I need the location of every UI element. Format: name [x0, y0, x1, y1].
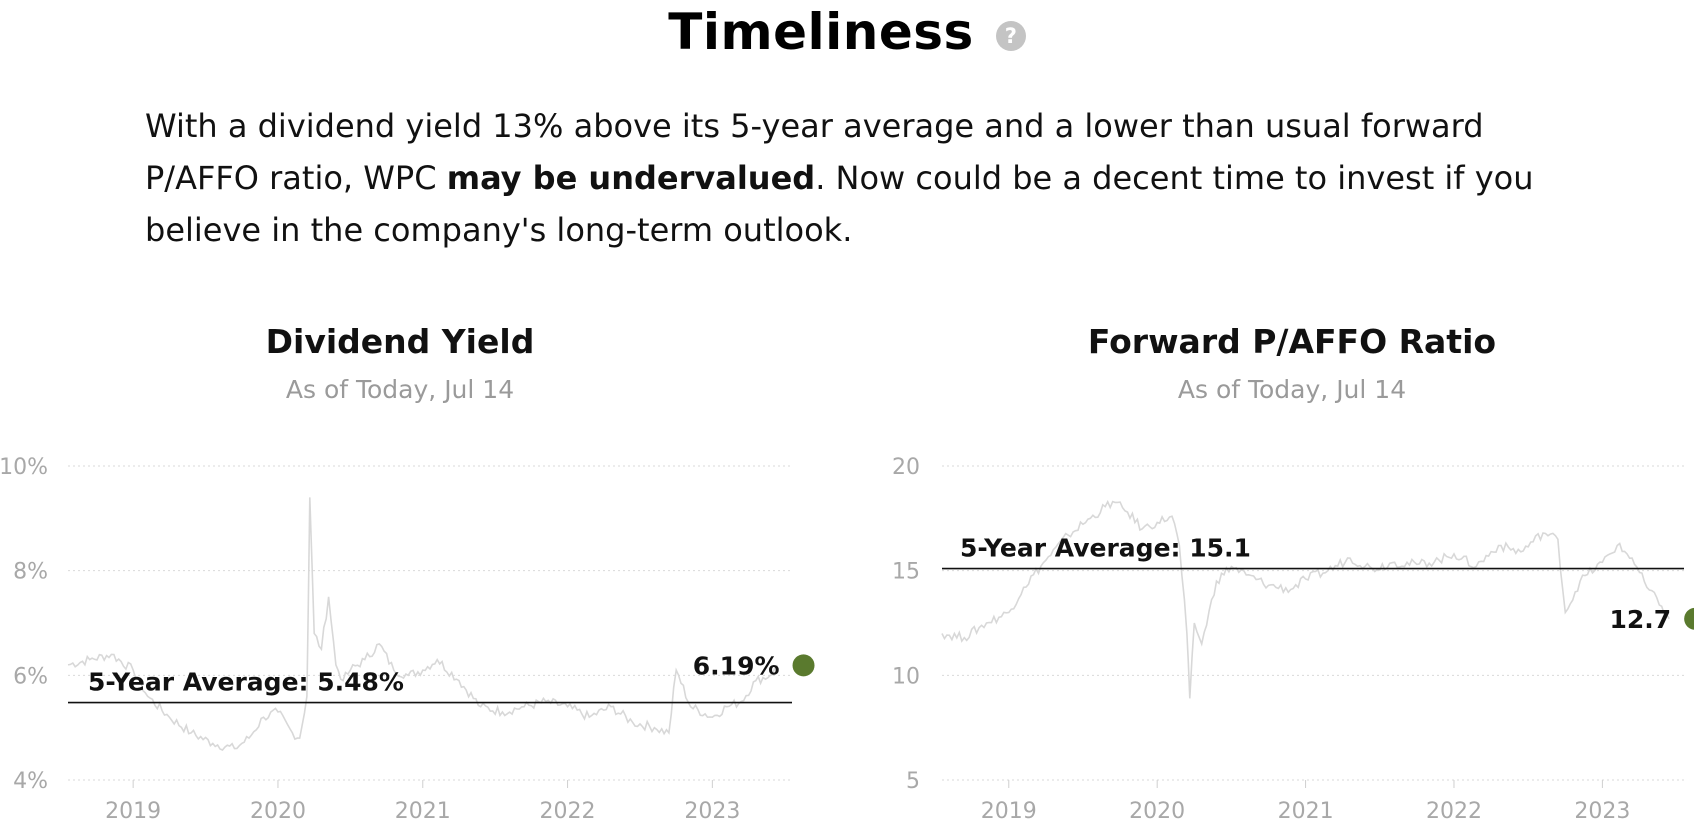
x-tick-label: 2022	[540, 799, 596, 824]
y-tick-label: 15	[892, 560, 920, 585]
x-tick-label: 2023	[684, 799, 740, 824]
series-line	[941, 499, 1670, 699]
paffo-chart: 5 10 15 20 2019 2020 2021 2022 2023 5-Year Averag…	[892, 455, 1694, 824]
current-value-label: 12.7	[1609, 605, 1671, 634]
average-label: 5-Year Average: 15.1	[960, 534, 1251, 563]
chart-title: Forward P/AFFO Ratio	[1087, 322, 1497, 361]
y-tick-label: 4%	[13, 769, 48, 794]
page-title: Timeliness	[668, 3, 974, 61]
x-tick-label: 2022	[1426, 799, 1482, 824]
x-tick-label: 2021	[395, 799, 451, 824]
dividend-yield-chart: 4% 6% 8% 10% 2019 2020 2021 2022 2023 5-Year Aver…	[0, 455, 815, 824]
paffo-header: Forward P/AFFO Ratio As of Today, Jul 14	[892, 322, 1692, 404]
x-tick-label: 2023	[1574, 799, 1630, 824]
dividend-yield-header: Dividend Yield As of Today, Jul 14	[0, 322, 800, 404]
x-tick-label: 2020	[250, 799, 306, 824]
chart-subtitle: As of Today, Jul 14	[1177, 375, 1407, 404]
question-circle-icon[interactable]: ?	[995, 21, 1026, 51]
y-tick-label: 10%	[0, 455, 48, 480]
series-line	[67, 497, 778, 751]
current-value-label: 6.19%	[693, 651, 780, 680]
chart-subtitle: As of Today, Jul 14	[285, 375, 515, 404]
summary-text: With a dividend yield 13% above its 5-ye…	[145, 100, 1545, 256]
y-tick-label: 6%	[13, 664, 48, 689]
summary-emphasis: may be undervalued	[446, 159, 816, 197]
summary-after: . Now could be a decent time to invest i…	[145, 159, 1534, 249]
y-tick-label: 20	[892, 455, 920, 480]
summary-before: With a dividend yield 13% above its 5-ye…	[145, 107, 1484, 197]
current-value-dot	[1684, 607, 1694, 630]
y-tick-label: 5	[906, 769, 920, 794]
x-tick-label: 2020	[1129, 799, 1185, 824]
title-row: Timeliness ?	[0, 0, 1694, 64]
average-label: 5-Year Average: 5.48%	[88, 668, 404, 697]
y-tick-label: 10	[892, 664, 920, 689]
x-tick-label: 2019	[981, 799, 1037, 824]
x-tick-label: 2019	[105, 799, 161, 824]
y-tick-label: 8%	[13, 560, 48, 585]
chart-title: Dividend Yield	[265, 322, 535, 361]
x-tick-label: 2021	[1278, 799, 1334, 824]
current-value-dot	[792, 654, 815, 677]
